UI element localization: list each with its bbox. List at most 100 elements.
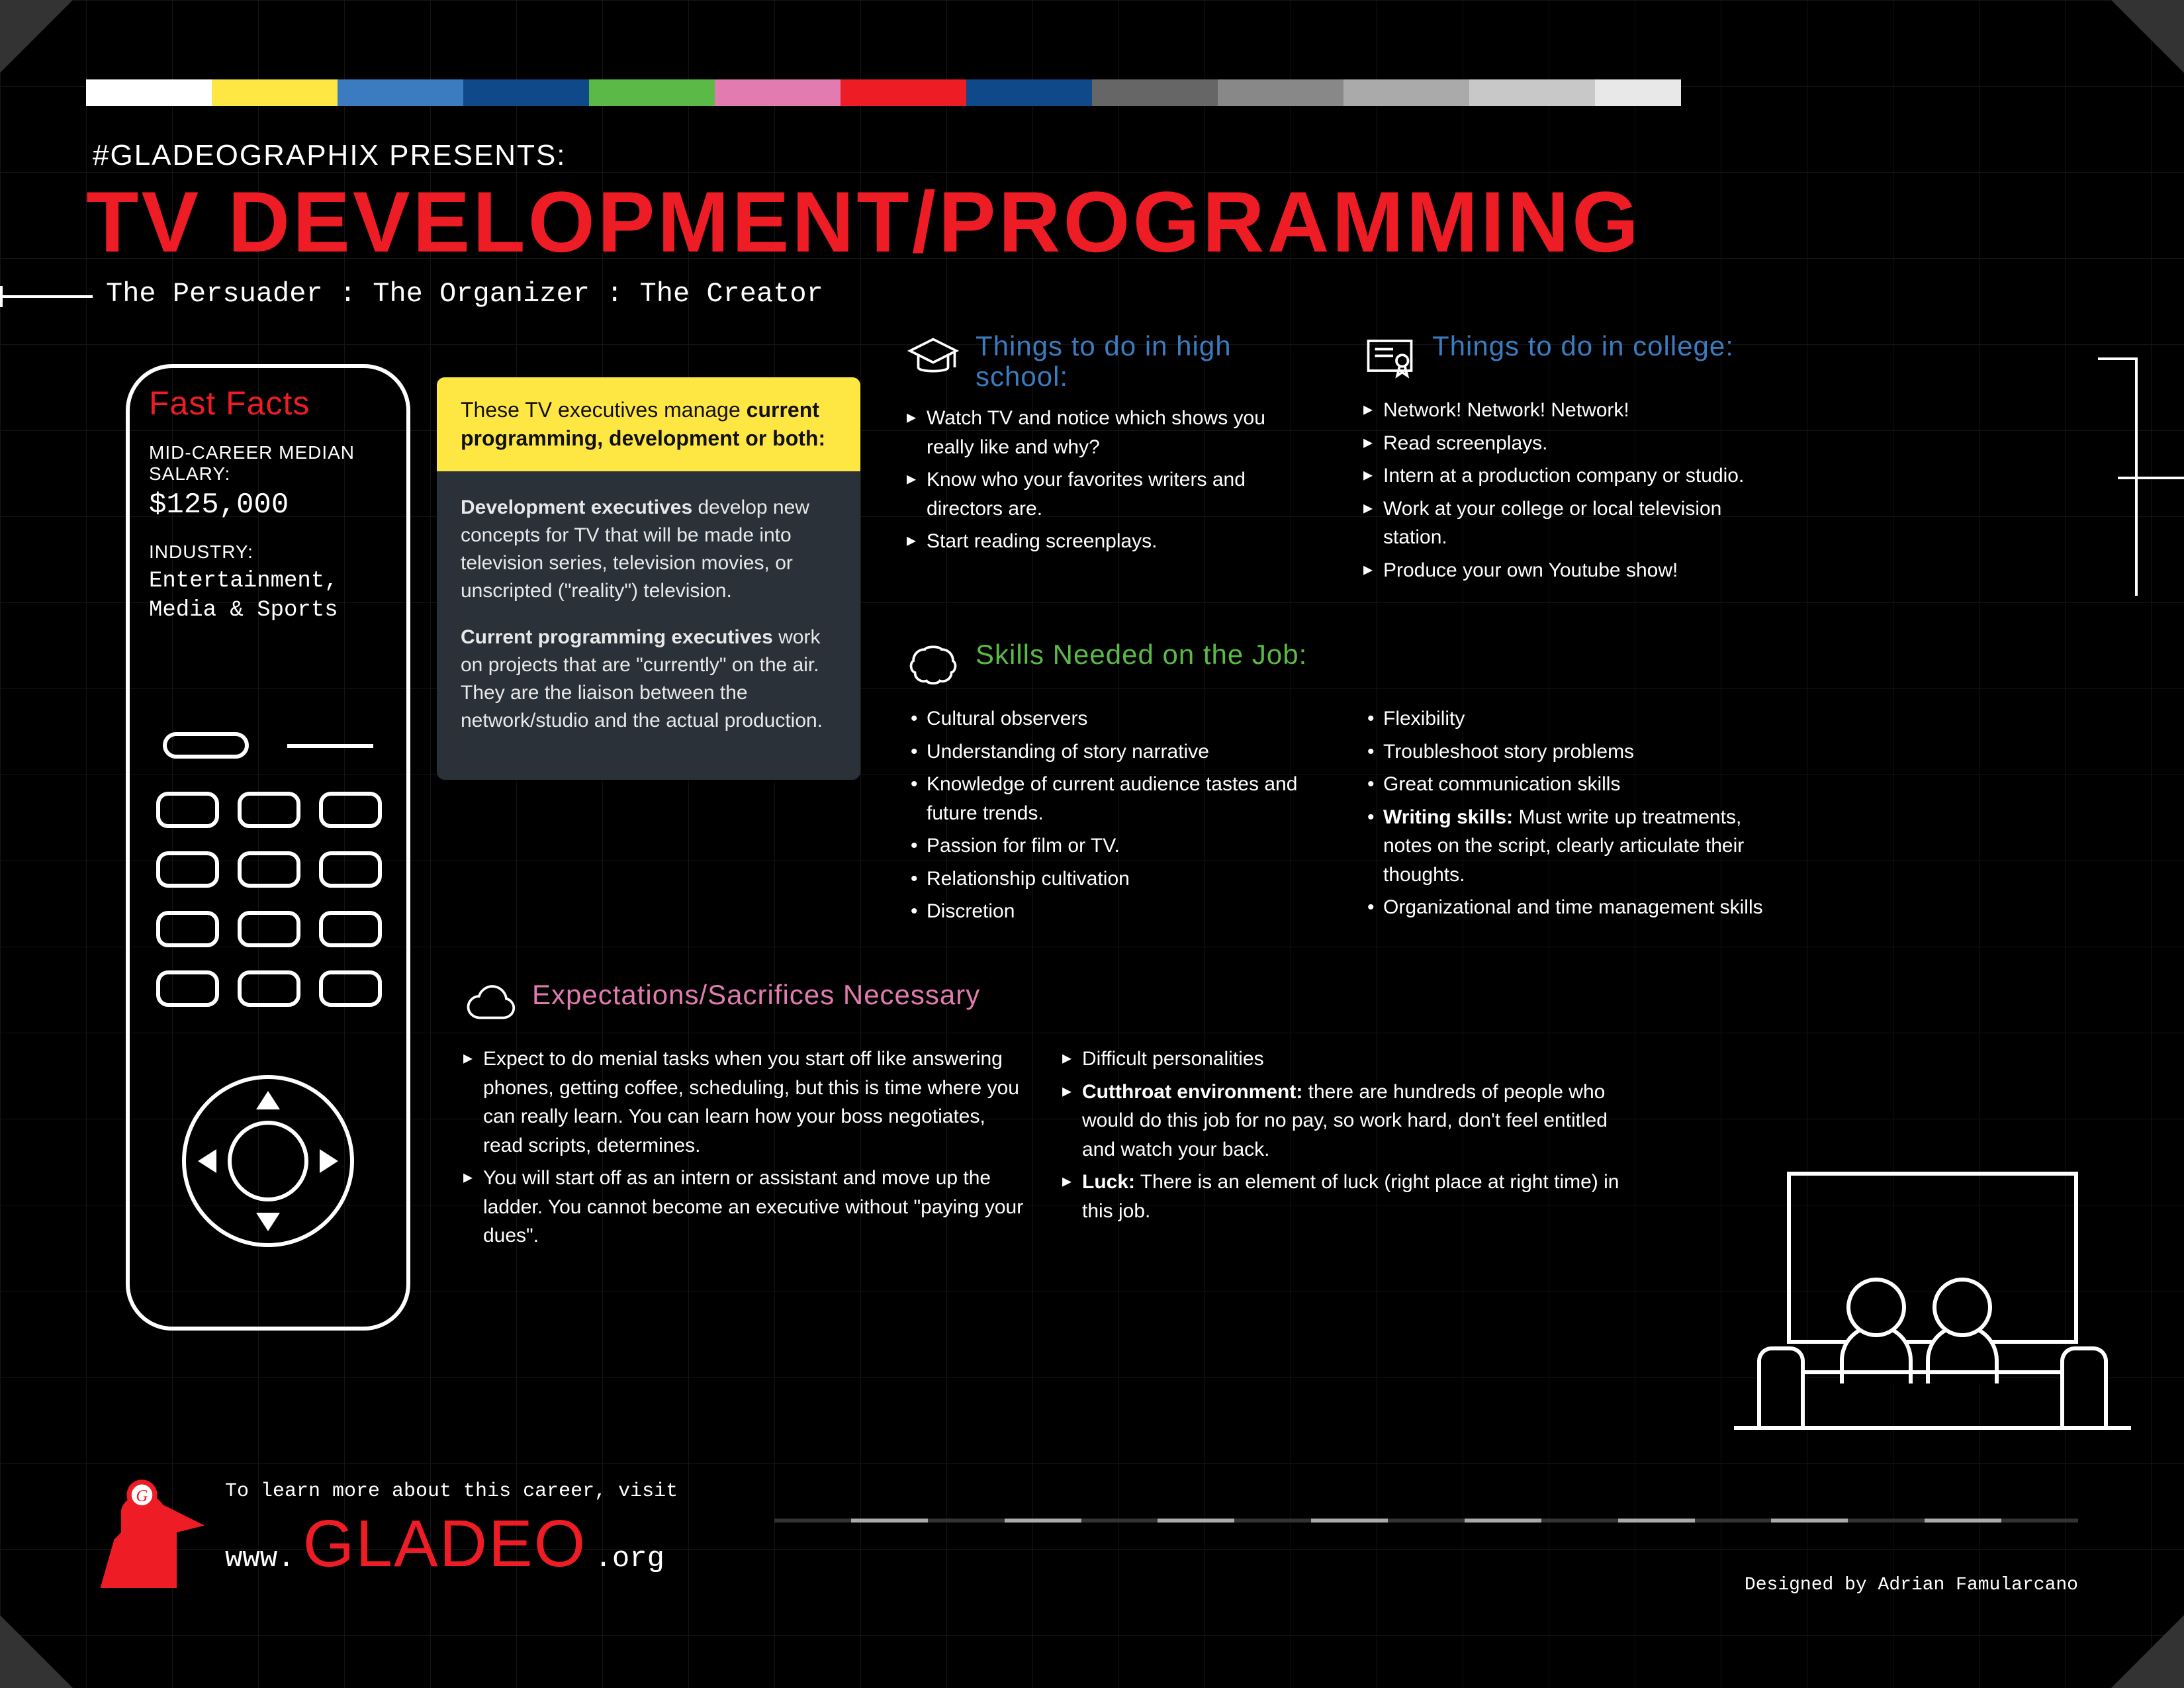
color-segment (463, 79, 589, 106)
dpad-left-icon (198, 1149, 216, 1173)
remote-button-outline (319, 851, 382, 888)
remote-dpad (182, 1075, 354, 1247)
couch-outline (1777, 1370, 2088, 1430)
svg-text:G: G (136, 1487, 148, 1505)
list-item: Know who your favorites writers and dire… (907, 465, 1317, 523)
page-title: TV DEVELOPMENT/PROGRAMMING (86, 172, 1641, 271)
list-item: Great communication skills (1363, 770, 1787, 799)
decor-line (0, 295, 93, 298)
remote-line (287, 744, 373, 748)
remote-button-outline (156, 792, 219, 828)
description-lead: These TV executives manage current progr… (437, 377, 860, 471)
expectations-section: Expectations/Sacrifices Necessary Expect… (463, 980, 1628, 1254)
color-test-bar (86, 79, 1681, 106)
remote-button-outline (238, 851, 300, 888)
dpad-right-icon (320, 1149, 338, 1173)
remote-button-outline (156, 970, 219, 1007)
list-item: Produce your own Youtube show! (1363, 556, 1787, 585)
color-segment (1092, 79, 1218, 106)
list-item: Work at your college or local television… (1363, 494, 1787, 552)
footer-learn-text: To learn more about this career, visit (225, 1480, 678, 1503)
list-item: Read screenplays. (1363, 429, 1787, 458)
list-item: Cutthroat environment: there are hundred… (1062, 1078, 1628, 1164)
list-item: Discretion (907, 897, 1330, 926)
dpad-up-icon (256, 1091, 280, 1109)
dash-segment (1618, 1519, 1695, 1523)
skills-section: Skills Needed on the Job: Cultural obser… (907, 639, 1787, 930)
remote-button-outline (238, 911, 300, 947)
college-list: Network! Network! Network! Read screenpla… (1363, 396, 1787, 585)
color-segment (841, 79, 966, 106)
color-segment (589, 79, 715, 106)
list-item: Luck: There is an element of luck (right… (1062, 1168, 1628, 1225)
dash-segment (1925, 1519, 2001, 1523)
remote-button-outline (319, 792, 382, 828)
footer-org: .org (594, 1542, 664, 1575)
salary-label: Mid-Career Median Salary: (149, 442, 387, 485)
expectations-title: Expectations/Sacrifices Necessary (532, 980, 980, 1010)
list-item: Knowledge of current audience tastes and… (907, 770, 1330, 827)
list-item: Understanding of story narrative (907, 737, 1330, 767)
page-subtitle: The Persuader : The Organizer : The Crea… (106, 278, 823, 310)
dash-segment (1771, 1519, 1848, 1523)
footer-url: www. GLADEO .org (225, 1506, 664, 1582)
highschool-section: Things to do in high school: Watch TV an… (907, 331, 1317, 560)
color-segment (212, 79, 338, 106)
dash-segment (2001, 1519, 2078, 1523)
cloud-icon (463, 980, 516, 1033)
dash-segment (928, 1519, 1005, 1523)
list-item: Organizational and time management skill… (1363, 893, 1787, 922)
list-item: Passion for film or TV. (907, 831, 1330, 861)
tv-frame (1787, 1172, 2078, 1344)
fast-facts-heading: Fast Facts (149, 384, 387, 422)
skills-list-left: Cultural observers Understanding of story… (907, 704, 1330, 930)
remote-button-outline (156, 851, 219, 888)
list-item: Network! Network! Network! (1363, 396, 1787, 425)
list-item: Watch TV and notice which shows you real… (907, 404, 1317, 461)
list-item: Start reading screenplays. (907, 527, 1317, 556)
color-segment (966, 79, 1092, 106)
dev-exec-title: Development executives (461, 496, 692, 518)
list-item: Expect to do menial tasks when you start… (463, 1045, 1029, 1160)
remote-button-outline (238, 792, 300, 828)
dash-segment (1234, 1519, 1311, 1523)
graduation-cap-icon (907, 331, 960, 384)
lead-text: These TV executives manage (461, 398, 747, 422)
dash-segment (1848, 1519, 1925, 1523)
list-item: You will start off as an intern or assis… (463, 1164, 1029, 1250)
dash-segment (1388, 1519, 1465, 1523)
color-segment (1595, 79, 1681, 106)
list-item: Relationship cultivation (907, 865, 1330, 894)
dash-segment (774, 1519, 851, 1523)
list-item: Cultural observers (907, 704, 1330, 733)
presents-label: #GLADEOGRAPHIX PRESENTS: (93, 139, 567, 172)
dash-segment (1158, 1519, 1234, 1523)
tv-viewer-illustration (1760, 1172, 2105, 1430)
footer-dash-line (774, 1519, 2078, 1523)
list-item: Difficult personalities (1062, 1045, 1628, 1074)
college-title: Things to do in college: (1432, 331, 1734, 361)
remote-button-outline (238, 970, 300, 1007)
cur-exec-desc: Current programming executives work on p… (461, 624, 837, 735)
baseline (1734, 1426, 2131, 1430)
color-segment (338, 79, 463, 106)
industry-label: Industry: (149, 541, 387, 563)
footer-www: www. (225, 1542, 295, 1575)
dash-segment (1005, 1519, 1081, 1523)
list-item: Intern at a production company or studio… (1363, 461, 1787, 491)
salary-value: $125,000 (149, 489, 387, 522)
certificate-icon (1363, 331, 1416, 384)
description-card: These TV executives manage current progr… (437, 377, 860, 780)
gladeo-hero-icon: G (79, 1470, 218, 1595)
list-item: Flexibility (1363, 704, 1787, 733)
designer-credit: Designed by Adrian Famularcano (1745, 1575, 2078, 1595)
skills-list-right: FlexibilityTroubleshoot story problemsGr… (1363, 704, 1787, 930)
remote-button-outline (319, 970, 382, 1007)
dash-segment (1465, 1519, 1541, 1523)
dash-segment (1311, 1519, 1388, 1523)
dash-segment (1541, 1519, 1618, 1523)
expectations-list-left: Expect to do menial tasks when you start… (463, 1045, 1029, 1254)
expectations-list-right: Difficult personalities Cutthroat environ… (1062, 1045, 1628, 1254)
highschool-title: Things to do in high school: (976, 331, 1317, 392)
dev-exec-desc: Development executives develop new conce… (461, 494, 837, 605)
